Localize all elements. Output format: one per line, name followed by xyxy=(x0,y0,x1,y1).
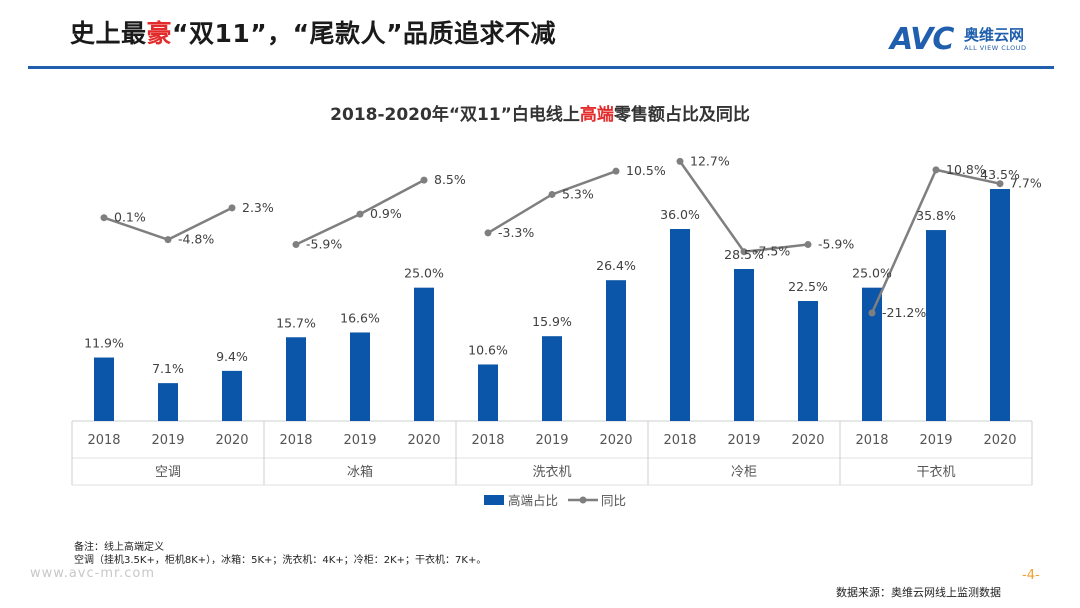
category-label: 干衣机 xyxy=(916,464,955,480)
yoy-label: -4.8% xyxy=(178,232,214,247)
chart-title: 2018-2020年“双11”白电线上高端零售额占比及同比 xyxy=(330,105,750,125)
bar-洗衣机-2020 xyxy=(606,280,626,421)
yoy-point xyxy=(292,241,300,249)
logo-english-name: ALL VIEW CLOUD xyxy=(964,44,1027,52)
note-heading: 备注：线上高端定义 xyxy=(74,542,164,553)
bar-干衣机-2019 xyxy=(926,230,946,421)
yoy-point xyxy=(100,214,108,222)
year-tick-label: 2019 xyxy=(151,433,184,448)
legend-line-marker xyxy=(579,496,587,504)
year-tick-label: 2020 xyxy=(983,433,1016,448)
website-url: www.avc-mr.com xyxy=(30,566,156,581)
yoy-point xyxy=(932,166,940,174)
bar-label: 35.8% xyxy=(916,208,956,223)
data-source: 数据来源：奥维云网线上监测数据 xyxy=(836,586,1001,599)
yoy-label: -21.2% xyxy=(882,305,926,320)
yoy-label: 7.7% xyxy=(1010,176,1042,191)
category-label: 冰箱 xyxy=(347,464,373,480)
legend-line-label: 同比 xyxy=(601,493,626,508)
bar-冷柜-2020 xyxy=(798,301,818,421)
yoy-point xyxy=(868,309,876,317)
year-tick-label: 2020 xyxy=(791,433,824,448)
yoy-point xyxy=(676,157,684,165)
yoy-point xyxy=(740,248,748,256)
year-tick-label: 2020 xyxy=(215,433,248,448)
bar-空调-2018 xyxy=(94,357,114,421)
bar-空调-2019 xyxy=(158,383,178,421)
bar-label: 16.6% xyxy=(340,310,380,325)
page-number: -4- xyxy=(1022,568,1040,583)
bar-冷柜-2018 xyxy=(670,229,690,421)
yoy-point xyxy=(228,204,236,212)
yoy-point xyxy=(548,190,556,198)
yoy-label: -5.9% xyxy=(818,237,854,252)
yoy-label: 0.9% xyxy=(370,206,402,221)
yoy-point xyxy=(164,236,172,244)
year-tick-label: 2018 xyxy=(855,433,888,448)
bar-label: 10.6% xyxy=(468,342,508,357)
yoy-label: 10.5% xyxy=(626,163,666,178)
category-label: 冷柜 xyxy=(731,465,757,480)
bar-冰箱-2018 xyxy=(286,337,306,421)
bar-冰箱-2019 xyxy=(350,332,370,421)
yoy-label: 5.3% xyxy=(562,186,594,201)
year-tick-label: 2018 xyxy=(663,433,696,448)
yoy-label: 12.7% xyxy=(690,153,730,168)
yoy-label: -5.9% xyxy=(306,237,342,252)
bar-label: 26.4% xyxy=(596,258,636,273)
year-tick-label: 2020 xyxy=(599,433,632,448)
year-tick-label: 2018 xyxy=(279,433,312,448)
bar-干衣机-2020 xyxy=(990,189,1010,421)
year-tick-label: 2020 xyxy=(407,433,440,448)
yoy-point xyxy=(804,241,812,249)
year-tick-label: 2018 xyxy=(471,433,504,448)
legend-bar-swatch xyxy=(484,495,504,505)
yoy-point xyxy=(612,167,620,175)
bar-label: 28.5% xyxy=(724,247,764,262)
bar-label: 7.1% xyxy=(152,361,184,376)
category-label: 空调 xyxy=(155,465,181,480)
bar-label: 25.0% xyxy=(852,266,892,281)
yoy-point xyxy=(356,210,364,218)
bar-label: 22.5% xyxy=(788,279,828,294)
year-tick-label: 2019 xyxy=(535,433,568,448)
yoy-label: 10.8% xyxy=(946,162,986,177)
bar-洗衣机-2018 xyxy=(478,364,498,421)
avc-logo: AVC 奥维云网 ALL VIEW CLOUD xyxy=(890,22,1060,62)
bar-label: 11.9% xyxy=(84,336,124,351)
bar-空调-2020 xyxy=(222,370,242,421)
yoy-label: 2.3% xyxy=(242,200,274,215)
year-tick-label: 2019 xyxy=(343,433,376,448)
bar-label: 15.9% xyxy=(532,314,572,329)
bar-label: 36.0% xyxy=(660,207,700,222)
bar-label: 25.0% xyxy=(404,266,444,281)
yoy-label: -7.5% xyxy=(754,244,790,259)
yoy-line-洗衣机 xyxy=(487,170,617,234)
year-tick-label: 2019 xyxy=(727,433,760,448)
yoy-label: 8.5% xyxy=(434,172,466,187)
bar-干衣机-2018 xyxy=(862,287,882,421)
bar-洗衣机-2019 xyxy=(542,336,562,421)
yoy-point xyxy=(996,180,1004,188)
year-tick-label: 2018 xyxy=(87,433,120,448)
legend-bar-label: 高端占比 xyxy=(508,493,558,508)
note-definition: 空调（挂机3.5K+，柜机8K+），冰箱：5K+；洗衣机：4K+；冷柜：2K+；… xyxy=(74,555,487,566)
bar-label: 9.4% xyxy=(216,349,248,364)
bar-冷柜-2019 xyxy=(734,269,754,421)
logo-mark: AVC xyxy=(890,22,954,57)
page-title: 史上最豪“双11”，“尾款人”品质追求不减 xyxy=(70,19,557,48)
bar-冰箱-2020 xyxy=(414,287,434,421)
bar-label: 15.7% xyxy=(276,315,316,330)
yoy-point xyxy=(420,176,428,184)
logo-chinese-name: 奥维云网 xyxy=(964,26,1025,44)
yoy-label: 0.1% xyxy=(114,210,146,225)
yoy-label: -3.3% xyxy=(498,225,534,240)
yoy-point xyxy=(484,229,492,237)
year-tick-label: 2019 xyxy=(919,433,952,448)
category-label: 洗衣机 xyxy=(532,464,571,480)
bar-label: 43.5% xyxy=(980,167,1020,182)
header-divider xyxy=(28,66,1054,69)
